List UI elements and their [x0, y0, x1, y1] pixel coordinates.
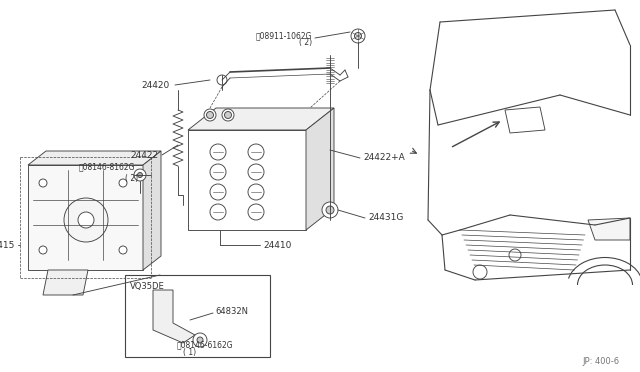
Circle shape [210, 144, 226, 160]
Circle shape [509, 249, 521, 261]
Circle shape [248, 184, 264, 200]
Text: 24431G: 24431G [368, 214, 403, 222]
Polygon shape [306, 108, 334, 230]
Text: 24410: 24410 [263, 241, 291, 250]
Polygon shape [188, 130, 306, 230]
Polygon shape [188, 108, 334, 130]
Circle shape [134, 169, 146, 181]
Circle shape [138, 173, 143, 177]
Polygon shape [28, 151, 161, 165]
Polygon shape [28, 165, 143, 270]
Circle shape [473, 265, 487, 279]
Circle shape [39, 246, 47, 254]
Circle shape [210, 204, 226, 220]
Circle shape [39, 179, 47, 187]
Circle shape [197, 337, 203, 343]
Text: 24422+A: 24422+A [363, 154, 404, 163]
Circle shape [210, 164, 226, 180]
Circle shape [351, 29, 365, 43]
Circle shape [322, 202, 338, 218]
Circle shape [248, 164, 264, 180]
Circle shape [78, 212, 94, 228]
Bar [125, 275, 270, 357]
Polygon shape [153, 290, 195, 343]
Circle shape [248, 204, 264, 220]
Circle shape [222, 109, 234, 121]
Polygon shape [505, 107, 545, 133]
Text: ( 1): ( 1) [183, 347, 196, 356]
Text: 24422: 24422 [130, 151, 158, 160]
Text: 24420: 24420 [141, 80, 170, 90]
Circle shape [193, 333, 207, 347]
Polygon shape [143, 151, 161, 270]
Text: 64832N: 64832N [215, 308, 248, 317]
Circle shape [207, 112, 214, 119]
Circle shape [119, 179, 127, 187]
Text: JP: 400-6: JP: 400-6 [583, 357, 620, 366]
Circle shape [204, 109, 216, 121]
Circle shape [355, 32, 362, 39]
Circle shape [64, 198, 108, 242]
Circle shape [326, 206, 334, 214]
Text: ⓝ08911-1062G: ⓝ08911-1062G [255, 32, 312, 41]
Circle shape [210, 184, 226, 200]
Circle shape [248, 144, 264, 160]
Polygon shape [588, 218, 630, 240]
Polygon shape [43, 270, 88, 295]
Text: Ⓑ08146-8162G: Ⓑ08146-8162G [79, 163, 135, 171]
Circle shape [225, 112, 232, 119]
Circle shape [217, 75, 227, 85]
Circle shape [119, 246, 127, 254]
Text: VQ35DE: VQ35DE [130, 282, 164, 292]
Text: ( 2): ( 2) [299, 38, 312, 48]
Text: ( 2): ( 2) [125, 173, 138, 183]
Text: Ⓑ08146-6162G: Ⓑ08146-6162G [177, 340, 234, 350]
Text: 24415: 24415 [0, 241, 15, 250]
